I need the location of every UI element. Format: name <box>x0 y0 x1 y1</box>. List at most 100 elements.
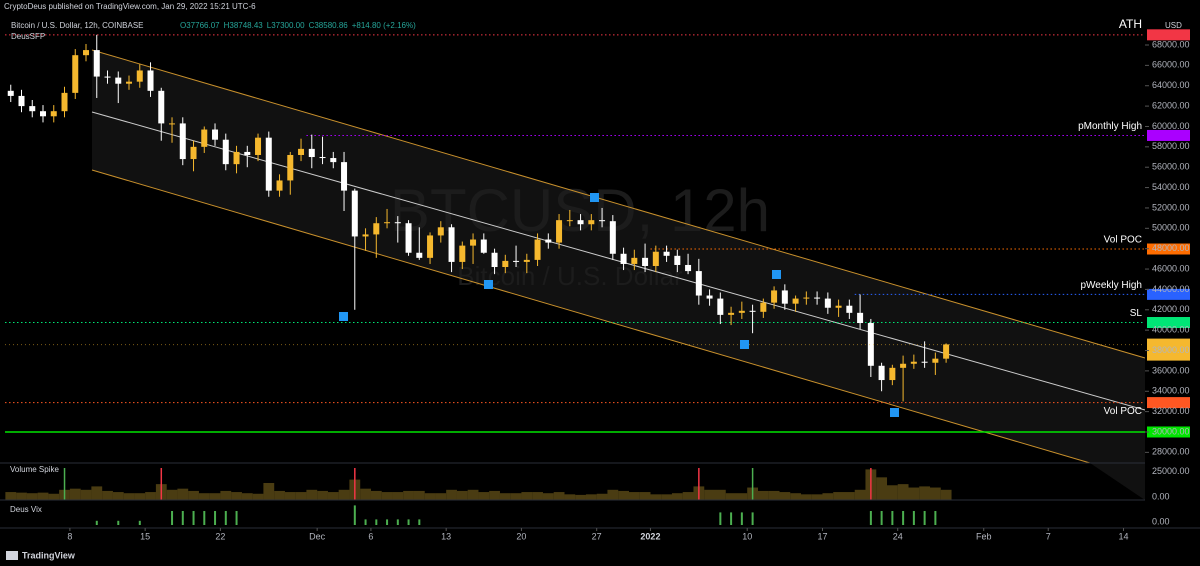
x-tick-label: 15 <box>140 531 150 541</box>
y-tick-label: 62000.00 <box>1152 100 1190 110</box>
volume-bar <box>16 492 27 500</box>
candle-body <box>50 111 57 117</box>
vix-pane-title: Deus Vix <box>10 505 42 514</box>
candle-body <box>448 227 455 262</box>
candle-body <box>921 361 928 363</box>
vix-bar <box>192 511 195 525</box>
logo <box>6 551 18 560</box>
x-tick-label: 10 <box>742 531 752 541</box>
vix-bar <box>880 511 883 525</box>
candle-body <box>717 298 724 315</box>
x-tick-label: 27 <box>592 531 602 541</box>
volume-bar <box>843 492 855 500</box>
candle-body <box>158 90 165 124</box>
candle-body <box>233 151 240 165</box>
y-tick-label: 58000.00 <box>1152 141 1190 151</box>
vix-bar <box>171 511 174 525</box>
volume-bar <box>768 490 780 500</box>
volume-bar <box>91 486 103 500</box>
volume-bar <box>467 489 479 500</box>
volume-bar <box>370 490 382 500</box>
volume-bar <box>69 488 81 500</box>
y-tick-label: 64000.00 <box>1152 80 1190 90</box>
volume-bar <box>833 492 845 500</box>
candle-body <box>889 367 896 381</box>
candle-body <box>857 312 864 324</box>
y-tick-label: 38000.00 <box>1152 345 1190 355</box>
footer <box>0 548 1200 566</box>
candle-body <box>846 305 853 313</box>
candle-body <box>556 220 563 243</box>
vix-bar <box>235 511 238 525</box>
candle-body <box>179 123 186 160</box>
y-tick-label: 44000.00 <box>1152 284 1190 294</box>
candle-body <box>577 220 584 225</box>
candle-body <box>534 239 541 260</box>
volume-bar <box>274 490 285 500</box>
volume-bar <box>553 492 565 500</box>
volume-bar <box>26 493 38 500</box>
x-tick-label: 17 <box>817 531 827 541</box>
candle-body <box>276 180 283 191</box>
y-tick-label: 30000.00 <box>1152 426 1190 436</box>
signal-icon <box>484 280 493 289</box>
volume-bar <box>478 492 490 500</box>
level-name: SL <box>1130 308 1143 319</box>
candle-body <box>803 297 810 299</box>
y-tick-label: 52000.00 <box>1152 202 1190 212</box>
candle-body <box>373 223 380 235</box>
candle-body <box>287 154 294 181</box>
volume-bar <box>542 493 554 500</box>
y-tick-label: 40000.00 <box>1152 325 1190 335</box>
volume-bar <box>682 492 694 500</box>
candle-body <box>566 220 573 222</box>
level-price-box <box>1147 243 1190 255</box>
candle-body <box>61 92 68 112</box>
volume-bar <box>671 493 683 500</box>
y-tick-label: 36000.00 <box>1152 365 1190 375</box>
volume-bar <box>48 493 60 500</box>
candle-body <box>222 139 229 165</box>
volume-bar <box>338 489 350 500</box>
candle-body <box>792 298 799 304</box>
volume-bar <box>489 490 500 500</box>
candle-body <box>83 50 90 56</box>
candle-body <box>190 146 197 160</box>
vix-bar <box>181 511 184 525</box>
volume-bar <box>424 493 436 500</box>
volume-bar <box>596 493 608 500</box>
volume-bar <box>166 489 178 500</box>
candle-body <box>319 157 326 159</box>
vix-bar <box>224 511 227 525</box>
candle-body <box>394 222 401 224</box>
signal-icon <box>339 312 348 321</box>
x-tick-label: 24 <box>893 531 903 541</box>
candle-body <box>40 111 47 117</box>
y-tick-label: 56000.00 <box>1152 162 1190 172</box>
volume-bar <box>123 493 135 500</box>
ohlc-value: H38748.43 <box>224 21 264 30</box>
candle-body <box>308 148 315 158</box>
candle-body <box>695 271 702 296</box>
volume-bar <box>650 494 662 500</box>
candle-body <box>244 151 251 155</box>
candle-body <box>814 297 821 299</box>
candle-body <box>943 344 950 359</box>
volume-bar <box>661 494 672 500</box>
vix-bar <box>869 511 872 525</box>
volume-bar <box>241 493 253 500</box>
volume-bar <box>908 487 920 500</box>
x-tick-label: 13 <box>441 531 451 541</box>
candle-body <box>29 106 36 112</box>
y-tick-label: 46000.00 <box>1152 263 1190 273</box>
volume-bar <box>209 493 221 500</box>
volume-bar <box>102 490 113 500</box>
signal-icon <box>772 270 781 279</box>
vix-bar <box>751 512 754 525</box>
volume-bar <box>779 492 791 500</box>
vix-bar <box>214 511 217 525</box>
y-tick-label: 66000.00 <box>1152 60 1190 70</box>
channel-upper <box>91 49 1146 359</box>
candle-body <box>416 252 423 258</box>
candle-body <box>115 77 122 84</box>
